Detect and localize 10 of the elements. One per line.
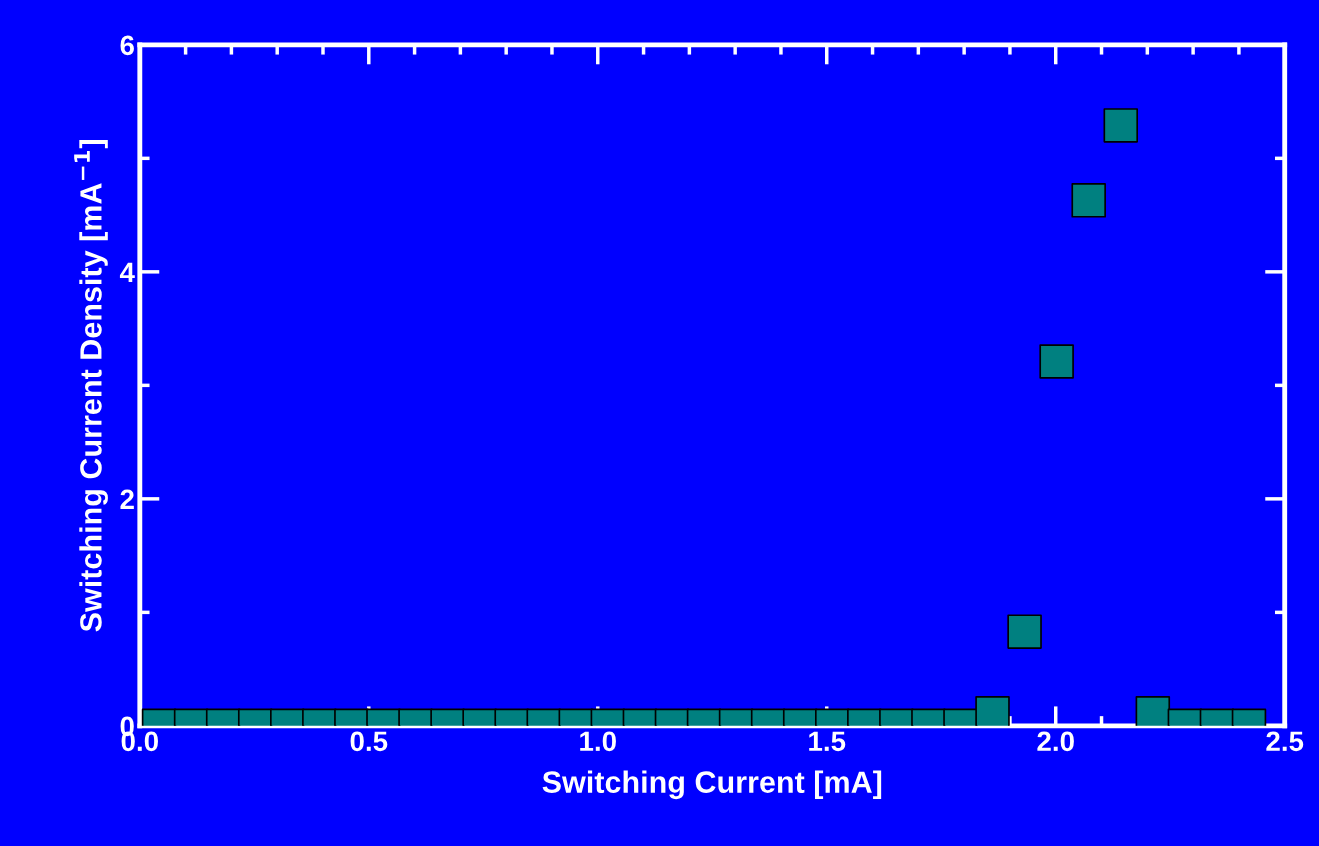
y-tick-label: 4	[119, 262, 135, 282]
y-axis-title: Switching Current Density [mA$^{−1}$]	[74, 140, 108, 632]
y-tick-label: 6	[120, 35, 134, 56]
x-tick-label: 2.5	[1266, 731, 1304, 752]
x-tick-label: 1.5	[809, 731, 846, 752]
x-axis-title: Switching Current [mA]	[542, 770, 882, 800]
y-tick-label: 2	[120, 489, 134, 509]
x-tick-label: 2.0	[1037, 731, 1074, 752]
x-tick-label: 0.5	[350, 731, 388, 752]
x-tick-label: 1.0	[580, 731, 616, 752]
